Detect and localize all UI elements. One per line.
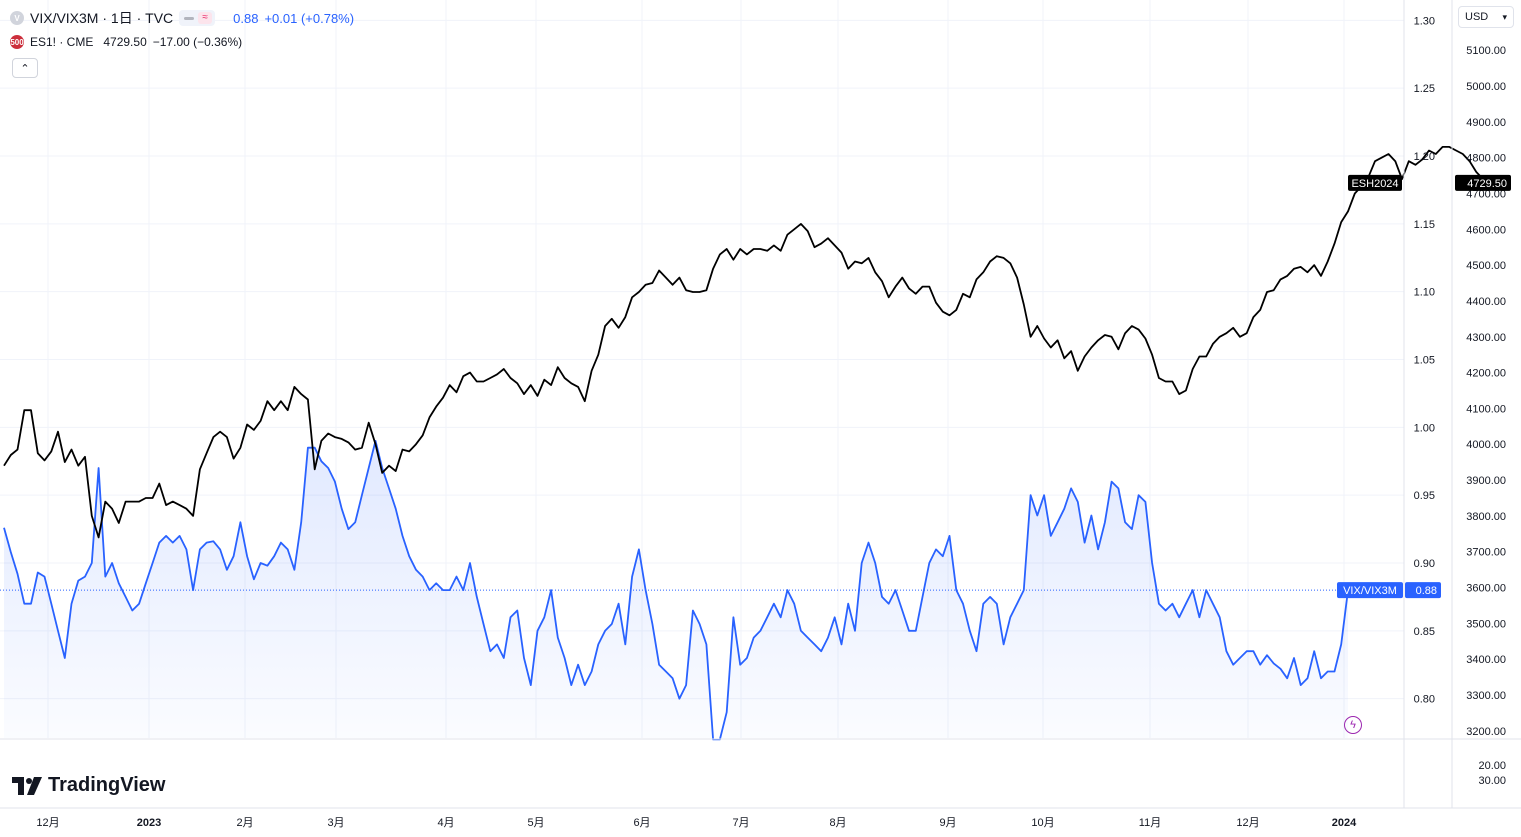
right-axis-tick: 3700.00 (1466, 547, 1506, 559)
last-value-tag (1405, 582, 1441, 599)
time-axis-tick: 2023 (137, 817, 161, 829)
left-axis-tick: 0.85 (1414, 626, 1435, 638)
right-axis-tick: 4600.00 (1466, 224, 1506, 236)
tradingview-logo[interactable]: TradingView (12, 774, 165, 797)
right-axis-tick: 3900.00 (1466, 475, 1506, 487)
right-axis-tick: 3400.00 (1466, 654, 1506, 666)
right-axis-tick: 3800.00 (1466, 511, 1506, 523)
right-axis-tick: 4700.00 (1466, 188, 1506, 200)
series-line-vix-vix3m[interactable] (3, 440, 1349, 741)
wave-icon[interactable]: ≈ (198, 12, 213, 24)
left-axis-tick: 1.20 (1414, 151, 1435, 163)
tv-logo-icon (12, 776, 42, 795)
lightning-icon[interactable]: ϟ (1344, 716, 1362, 734)
series-name-tag (1337, 582, 1403, 599)
main-change: +0.01 (+0.78%) (264, 10, 355, 26)
currency-select[interactable]: USD ▾ (1458, 6, 1514, 28)
sp500-badge-icon: 500 (10, 35, 24, 49)
compare-change: −17.00 (−0.36%) (152, 35, 243, 49)
right-axis-tick: 3300.00 (1466, 690, 1506, 702)
left-axis-tick: 1.00 (1414, 422, 1435, 434)
series-name-tag-text: ESH2024 (1351, 178, 1398, 190)
left-axis-tick: 1.10 (1414, 287, 1435, 299)
left-axis-tick: 1.30 (1414, 15, 1435, 27)
time-axis-tick: 6月 (633, 817, 650, 829)
time-axis-tick: 2月 (236, 817, 253, 829)
last-value-tag (1455, 174, 1511, 191)
main-last: 0.88 (233, 10, 259, 26)
right-axis-tick: 4300.00 (1466, 332, 1506, 344)
right-axis-tick: 3200.00 (1466, 726, 1506, 738)
right-axis-tick: 4000.00 (1466, 439, 1506, 451)
time-axis-tick: 2024 (1332, 817, 1357, 829)
legend-compare[interactable]: 500 ES1! · CME 4729.50 −17.00 (−0.36%) (10, 35, 242, 49)
right-axis-tick: 4800.00 (1466, 153, 1506, 165)
v-badge-icon: V (10, 11, 24, 25)
left-axis-tick: 0.95 (1414, 490, 1435, 502)
line-style-icon[interactable] (184, 16, 195, 20)
right-axis-tick: 4500.00 (1466, 260, 1506, 272)
right-axis-tick: 5000.00 (1466, 81, 1506, 93)
time-axis-tick: 3月 (327, 817, 344, 829)
time-axis-tick: 5月 (527, 817, 544, 829)
time-axis-tick: 4月 (437, 817, 454, 829)
chevron-down-icon: ▾ (1502, 11, 1507, 22)
left-axis-tick: 1.15 (1414, 219, 1435, 231)
right-axis-tick: 4400.00 (1466, 296, 1506, 308)
es-last-labels: ESH2024 4729.50 (1348, 174, 1511, 191)
time-axis-tick: 10月 (1031, 817, 1054, 829)
right-axis-tick: 4900.00 (1466, 117, 1506, 129)
last-value-tag-text: 0.88 (1416, 585, 1437, 597)
time-axis-tick: 8月 (829, 817, 846, 829)
lower-pane-tick: 20.00 (1478, 760, 1506, 772)
time-axis-tick: 7月 (732, 817, 749, 829)
ratio-area-fill (4, 440, 1348, 740)
left-axis-tick: 0.80 (1414, 694, 1435, 706)
last-value-tag-text: 4729.50 (1467, 178, 1507, 190)
right-axis-tick: 4200.00 (1466, 368, 1506, 380)
time-axis-tick: 11月 (1139, 817, 1161, 829)
left-axis-tick: 1.25 (1414, 83, 1435, 95)
lower-pane-tick: 30.00 (1478, 775, 1506, 787)
series-name-tag (1348, 174, 1402, 191)
right-axis-tick: 3500.00 (1466, 618, 1506, 630)
ratio-last-labels: VIX/VIX3M 0.88 (1337, 582, 1441, 599)
legend-main[interactable]: V VIX/VIX3M · 1日 · TVC ≈ 0.88 +0.01 (+0.… (10, 8, 354, 28)
right-axis-tick: 4100.00 (1466, 403, 1506, 415)
time-axis-tick: 12月 (1236, 817, 1259, 829)
series-name-tag-text: VIX/VIX3M (1343, 585, 1397, 597)
time-axis-tick: 9月 (939, 817, 956, 829)
left-axis-tick: 1.05 (1414, 355, 1435, 367)
currency-label: USD (1465, 11, 1489, 23)
time-axis-tick: 12月 (36, 817, 59, 829)
logo-text: TradingView (48, 774, 166, 796)
series-line-esh2024[interactable] (3, 146, 1491, 539)
right-axis-tick: 3600.00 (1466, 583, 1506, 595)
chevron-up-icon: ⌃ (20, 62, 30, 75)
compare-last: 4729.50 (103, 35, 147, 49)
left-axis-tick: 0.90 (1414, 558, 1435, 570)
collapse-legend-button[interactable]: ⌃ (12, 58, 38, 78)
right-axis-tick: 5100.00 (1466, 45, 1506, 57)
legend-toggles[interactable]: ≈ (179, 10, 216, 26)
compare-symbol[interactable]: ES1! · CME (30, 35, 94, 49)
main-symbol[interactable]: VIX/VIX3M · 1日 · TVC (30, 10, 174, 26)
